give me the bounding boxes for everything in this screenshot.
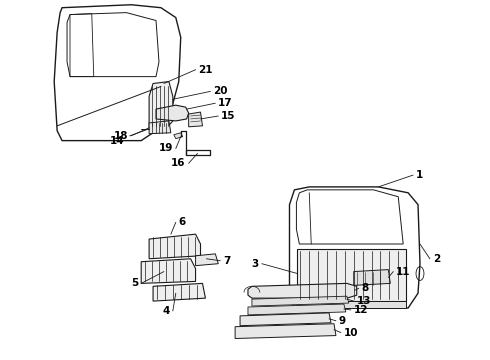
Text: 19: 19 [158, 144, 173, 153]
Text: 4: 4 [163, 306, 170, 316]
Text: 15: 15 [221, 111, 236, 121]
Polygon shape [297, 249, 406, 301]
Polygon shape [196, 254, 219, 266]
Text: 8: 8 [362, 283, 369, 293]
Polygon shape [248, 283, 357, 298]
Text: 2: 2 [433, 254, 440, 264]
Polygon shape [354, 270, 391, 285]
Polygon shape [235, 324, 336, 338]
Text: 3: 3 [251, 259, 259, 269]
Text: 18: 18 [114, 131, 128, 141]
Polygon shape [149, 234, 200, 259]
Polygon shape [297, 301, 406, 308]
Polygon shape [141, 259, 196, 283]
Text: 1: 1 [416, 170, 423, 180]
Text: 13: 13 [357, 296, 371, 306]
Polygon shape [240, 313, 331, 326]
Text: 5: 5 [131, 278, 138, 288]
Polygon shape [248, 304, 346, 315]
Text: 12: 12 [354, 305, 368, 315]
Text: 10: 10 [344, 328, 358, 338]
Polygon shape [153, 283, 205, 301]
Polygon shape [149, 121, 171, 134]
Polygon shape [156, 105, 189, 121]
Polygon shape [252, 296, 349, 306]
Text: 14: 14 [110, 130, 147, 145]
Polygon shape [189, 112, 202, 127]
Text: 6: 6 [179, 217, 186, 227]
Text: 11: 11 [396, 266, 411, 276]
Text: 9: 9 [339, 316, 346, 326]
Text: 16: 16 [171, 158, 186, 168]
Text: 17: 17 [219, 98, 233, 108]
Text: 20: 20 [213, 86, 228, 96]
Text: 7: 7 [223, 256, 231, 266]
Text: 21: 21 [198, 65, 213, 75]
Polygon shape [174, 133, 183, 139]
Polygon shape [149, 82, 173, 129]
